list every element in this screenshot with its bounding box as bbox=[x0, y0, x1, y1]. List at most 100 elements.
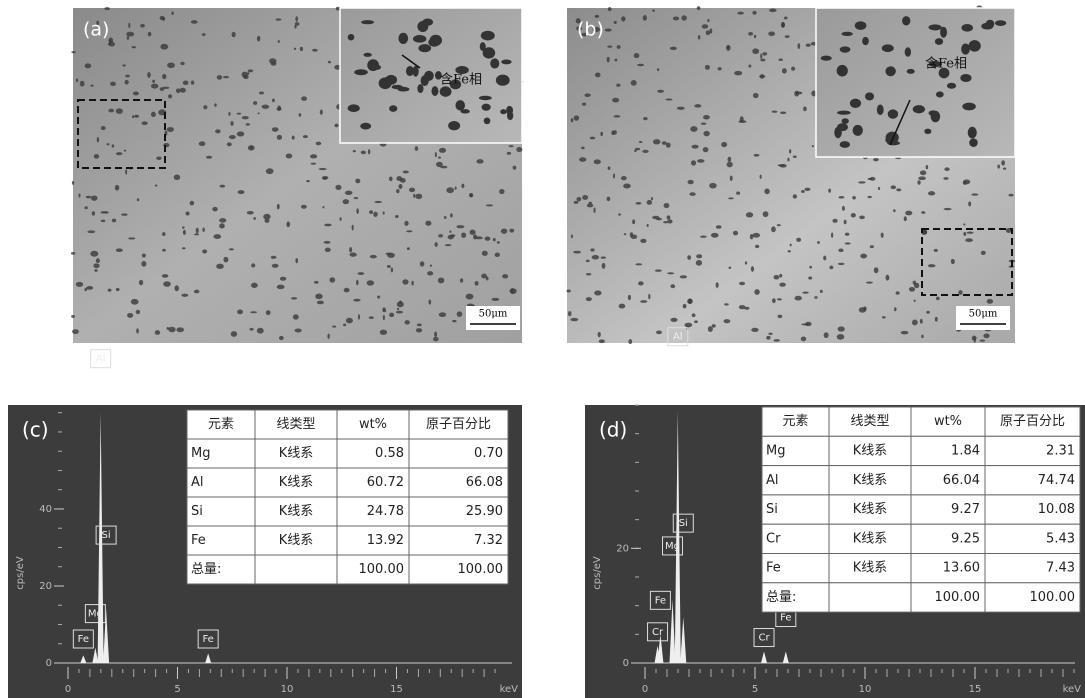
particle bbox=[737, 12, 744, 15]
particle bbox=[319, 168, 327, 170]
particle bbox=[93, 263, 99, 268]
particle bbox=[712, 324, 716, 327]
particle bbox=[310, 154, 317, 158]
x-tick-label: 10 bbox=[859, 684, 872, 695]
particle bbox=[667, 215, 671, 219]
table-text: Si bbox=[766, 502, 778, 517]
particle bbox=[944, 167, 949, 171]
particle bbox=[868, 196, 872, 198]
particle bbox=[628, 339, 632, 344]
particle bbox=[647, 224, 649, 227]
particle bbox=[112, 219, 116, 223]
particle bbox=[356, 208, 358, 214]
particle bbox=[652, 10, 655, 12]
particle bbox=[667, 272, 674, 274]
particle bbox=[431, 86, 438, 96]
particle bbox=[368, 149, 370, 154]
particle bbox=[751, 266, 754, 272]
particle bbox=[670, 284, 675, 288]
particle bbox=[438, 234, 443, 237]
particle bbox=[253, 217, 255, 220]
particle bbox=[438, 277, 445, 283]
particle bbox=[71, 315, 75, 318]
table-text: 2.31 bbox=[1046, 443, 1075, 458]
particle bbox=[87, 230, 95, 233]
particle bbox=[943, 177, 948, 180]
particle bbox=[76, 78, 78, 82]
particle bbox=[605, 29, 612, 32]
particle bbox=[272, 264, 279, 268]
table-text: 7.43 bbox=[1046, 561, 1075, 576]
particle bbox=[249, 328, 253, 331]
particle bbox=[96, 258, 100, 263]
particle bbox=[694, 320, 698, 323]
particle bbox=[377, 295, 380, 298]
particle bbox=[445, 244, 452, 246]
table-text: K线系 bbox=[279, 533, 314, 548]
particle bbox=[652, 216, 659, 220]
particle bbox=[797, 43, 800, 49]
particle bbox=[613, 115, 620, 117]
particle bbox=[664, 203, 670, 208]
particle bbox=[461, 184, 464, 188]
particle bbox=[824, 332, 829, 338]
particle bbox=[316, 142, 322, 146]
x-tick-label: 0 bbox=[642, 684, 648, 695]
particle bbox=[300, 47, 303, 51]
particle bbox=[969, 138, 978, 147]
particle bbox=[924, 129, 931, 134]
particle bbox=[667, 219, 672, 223]
particle bbox=[411, 281, 413, 286]
particle bbox=[180, 62, 184, 65]
particle bbox=[607, 197, 611, 202]
table-text: wt% bbox=[359, 417, 387, 432]
particle bbox=[632, 219, 635, 224]
particle bbox=[257, 328, 264, 334]
particle bbox=[912, 320, 918, 326]
particle bbox=[801, 190, 805, 193]
particle bbox=[141, 261, 146, 267]
particle bbox=[293, 314, 299, 319]
particle bbox=[796, 238, 801, 242]
particle bbox=[237, 113, 241, 115]
particle bbox=[703, 115, 710, 119]
annotation: 含Fe相 bbox=[440, 72, 482, 88]
particle bbox=[968, 40, 980, 52]
particle bbox=[648, 294, 650, 299]
particle bbox=[748, 65, 751, 68]
particle bbox=[237, 131, 245, 136]
particle bbox=[837, 123, 848, 131]
particle bbox=[740, 116, 744, 122]
particle bbox=[931, 111, 941, 123]
particle bbox=[279, 336, 284, 340]
particle bbox=[823, 256, 826, 261]
particle bbox=[739, 282, 745, 285]
particle bbox=[455, 186, 457, 189]
particle bbox=[754, 289, 759, 295]
particle bbox=[961, 24, 973, 32]
particle bbox=[592, 255, 599, 260]
particle bbox=[353, 150, 356, 152]
table-text: 5.43 bbox=[1046, 531, 1075, 546]
particle bbox=[885, 275, 889, 281]
particle bbox=[91, 85, 94, 87]
particle bbox=[262, 105, 270, 109]
table-text: 总量: bbox=[766, 590, 796, 605]
table-text: Fe bbox=[766, 561, 781, 576]
particle bbox=[348, 34, 355, 40]
particle bbox=[681, 15, 686, 20]
table-text: Cr bbox=[766, 531, 781, 546]
particle bbox=[246, 123, 250, 126]
particle bbox=[853, 125, 863, 136]
scale-bar-label: 50μm bbox=[479, 309, 508, 320]
particle bbox=[196, 228, 199, 234]
particle bbox=[71, 252, 75, 255]
particle bbox=[724, 303, 729, 305]
particle bbox=[125, 75, 130, 78]
particle bbox=[116, 152, 123, 155]
particle bbox=[623, 183, 631, 188]
particle bbox=[314, 281, 319, 284]
particle bbox=[132, 46, 136, 48]
particle bbox=[753, 93, 759, 98]
particle bbox=[434, 242, 437, 247]
